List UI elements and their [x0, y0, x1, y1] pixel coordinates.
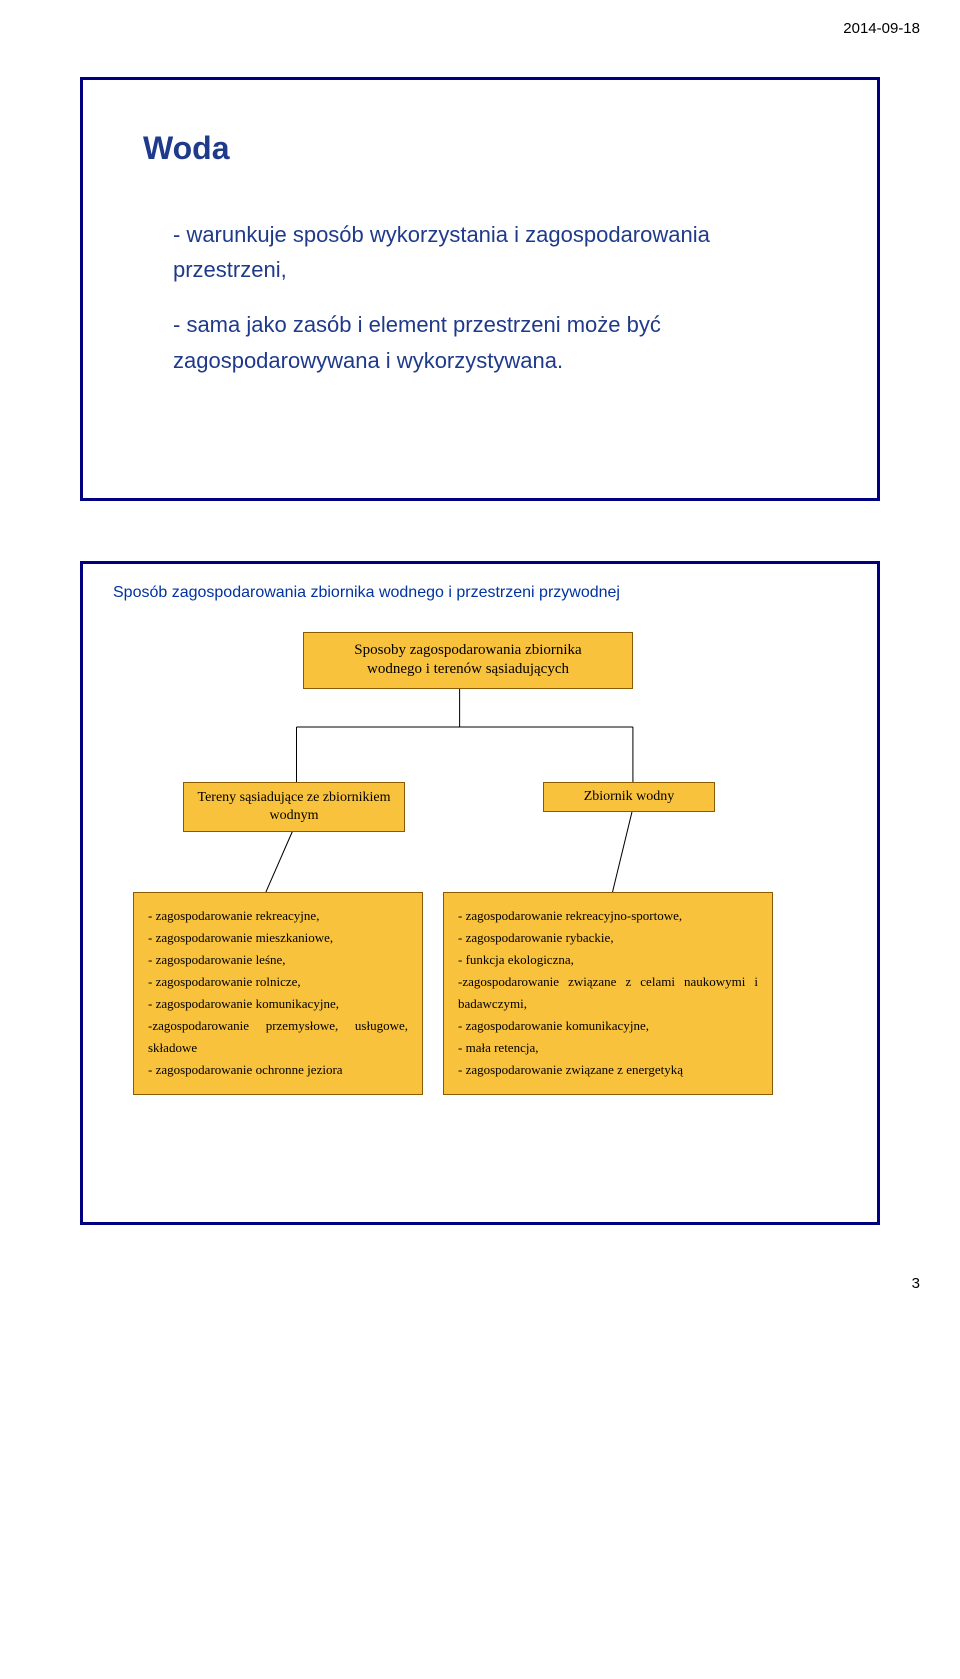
bl-4: - zagospodarowanie komunikacyjne, [148, 993, 408, 1015]
br-6: - zagospodarowanie związane z energetyką [458, 1059, 758, 1081]
page-number: 3 [0, 1265, 960, 1322]
slide-1-line-1: - warunkuje sposób wykorzystania i zagos… [173, 217, 817, 287]
diagram-mid-left-line1: Tereny sąsiadujące ze zbiornikiem [198, 790, 391, 805]
diagram-container: Sposoby zagospodarowania zbiornika wodne… [113, 632, 847, 1192]
slide-1-title: Woda [143, 130, 817, 167]
diagram-mid-left-box: Tereny sąsiadujące ze zbiornikiem wodnym [183, 782, 405, 832]
slide-1-line-2: - sama jako zasób i element przestrzeni … [173, 307, 817, 377]
bl-6: - zagospodarowanie ochronne jeziora [148, 1059, 408, 1081]
bl-2: - zagospodarowanie leśne, [148, 949, 408, 971]
diagram-bottom-right-box: - zagospodarowanie rekreacyjno-sportowe,… [443, 892, 773, 1095]
page-date: 2014-09-18 [0, 0, 960, 37]
br-3: -zagospodarowanie związane z celami nauk… [458, 971, 758, 1015]
diagram-top-line1: Sposoby zagospodarowania zbiornika [354, 642, 581, 658]
bl-0: - zagospodarowanie rekreacyjne, [148, 905, 408, 927]
bl-5: -zagospodarowanie przemysłowe, usługowe,… [148, 1015, 408, 1059]
slide-2-title: Sposób zagospodarowania zbiornika wodneg… [113, 584, 847, 602]
br-2: - funkcja ekologiczna, [458, 949, 758, 971]
br-1: - zagospodarowanie rybackie, [458, 927, 758, 949]
slide-1-frame: Woda - warunkuje sposób wykorzystania i … [80, 77, 880, 501]
diagram-top-box: Sposoby zagospodarowania zbiornika wodne… [303, 632, 633, 689]
br-0: - zagospodarowanie rekreacyjno-sportowe, [458, 905, 758, 927]
bl-1: - zagospodarowanie mieszkaniowe, [148, 927, 408, 949]
br-5: - mała retencja, [458, 1037, 758, 1059]
slide-2-frame: Sposób zagospodarowania zbiornika wodneg… [80, 561, 880, 1225]
diagram-bottom-left-box: - zagospodarowanie rekreacyjne, - zagosp… [133, 892, 423, 1095]
diagram-mid-right-box: Zbiornik wodny [543, 782, 715, 812]
bl-3: - zagospodarowanie rolnicze, [148, 971, 408, 993]
diagram-mid-left-line2: wodnym [270, 808, 319, 823]
slide-1-body: - warunkuje sposób wykorzystania i zagos… [173, 217, 817, 378]
br-4: - zagospodarowanie komunikacyjne, [458, 1015, 758, 1037]
diagram-top-line2: wodnego i terenów sąsiadujących [367, 661, 569, 677]
